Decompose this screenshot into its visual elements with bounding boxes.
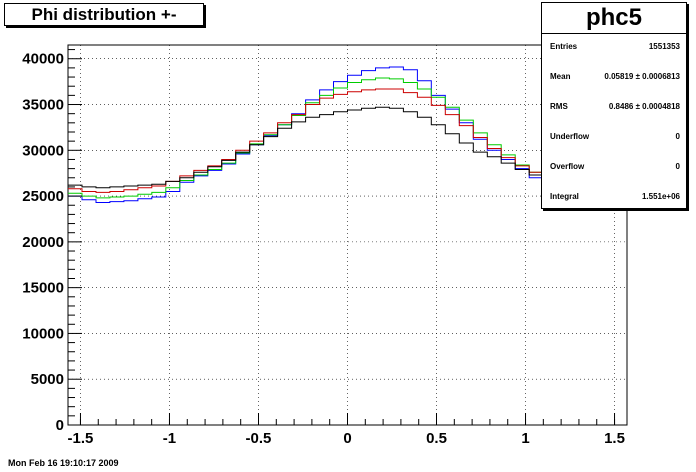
stat-underflow-value: 0 (675, 132, 680, 141)
timestamp: Mon Feb 16 19:10:17 2009 (8, 458, 119, 468)
x-tick-label: -0.5 (246, 430, 272, 447)
series-line-0 (68, 66, 627, 203)
y-tick-label: 15000 (22, 280, 64, 297)
histogram-series (68, 66, 627, 203)
y-tick-label: 20000 (22, 234, 64, 251)
stat-underflow-key: Underflow (550, 132, 590, 141)
x-tick-label: -1 (163, 430, 176, 447)
y-tick-label: 30000 (22, 142, 64, 159)
chart-title: Phi distribution +- (4, 3, 204, 26)
x-tick-label: 0 (343, 430, 351, 447)
stats-box: phc5 Entries 1551353 Mean 0.05819 ± 0.00… (541, 2, 687, 209)
stat-integral-value: 1.551e+06 (641, 192, 680, 201)
stat-integral-key: Integral (550, 192, 579, 201)
stats-histogram-name: phc5 (542, 3, 686, 34)
stat-entries: Entries 1551353 (550, 40, 680, 54)
x-tick-label: 1.5 (604, 430, 625, 447)
stat-rms-key: RMS (550, 102, 568, 111)
x-tick-label: -1.5 (68, 430, 94, 447)
stat-overflow: Overflow 0 (550, 160, 680, 174)
stat-overflow-key: Overflow (550, 162, 585, 171)
stat-rms-value: 0.8486 ± 0.0004818 (608, 102, 680, 111)
stat-entries-key: Entries (550, 42, 578, 51)
stat-entries-value: 1551353 (648, 42, 680, 51)
y-tick-label: 5000 (31, 371, 64, 388)
x-tick-label: 1 (521, 430, 529, 447)
stat-mean: Mean 0.05819 ± 0.0006813 (550, 70, 680, 84)
series-line-3 (68, 106, 627, 189)
y-tick-label: 0 (56, 417, 64, 434)
series-line-1 (68, 77, 627, 199)
axes: -1.5 -1 -0.5 0 0.5 1 1.5 0 5000 10000 15000 20000 25… (22, 49, 625, 447)
x-tick-label: 0.5 (426, 430, 447, 447)
y-tick-label: 40000 (22, 51, 64, 68)
grid-lines (68, 45, 627, 426)
y-tick-label: 10000 (22, 325, 64, 342)
stat-mean-value: 0.05819 ± 0.0006813 (604, 72, 680, 81)
y-tick-label: 25000 (22, 188, 64, 205)
stat-underflow: Underflow 0 (550, 130, 680, 144)
stat-mean-key: Mean (550, 72, 571, 81)
y-tick-label: 35000 (22, 97, 64, 114)
stat-overflow-value: 0 (675, 162, 680, 171)
stat-integral: Integral 1.551e+06 (550, 190, 680, 204)
stat-rms: RMS 0.8486 ± 0.0004818 (550, 100, 680, 114)
